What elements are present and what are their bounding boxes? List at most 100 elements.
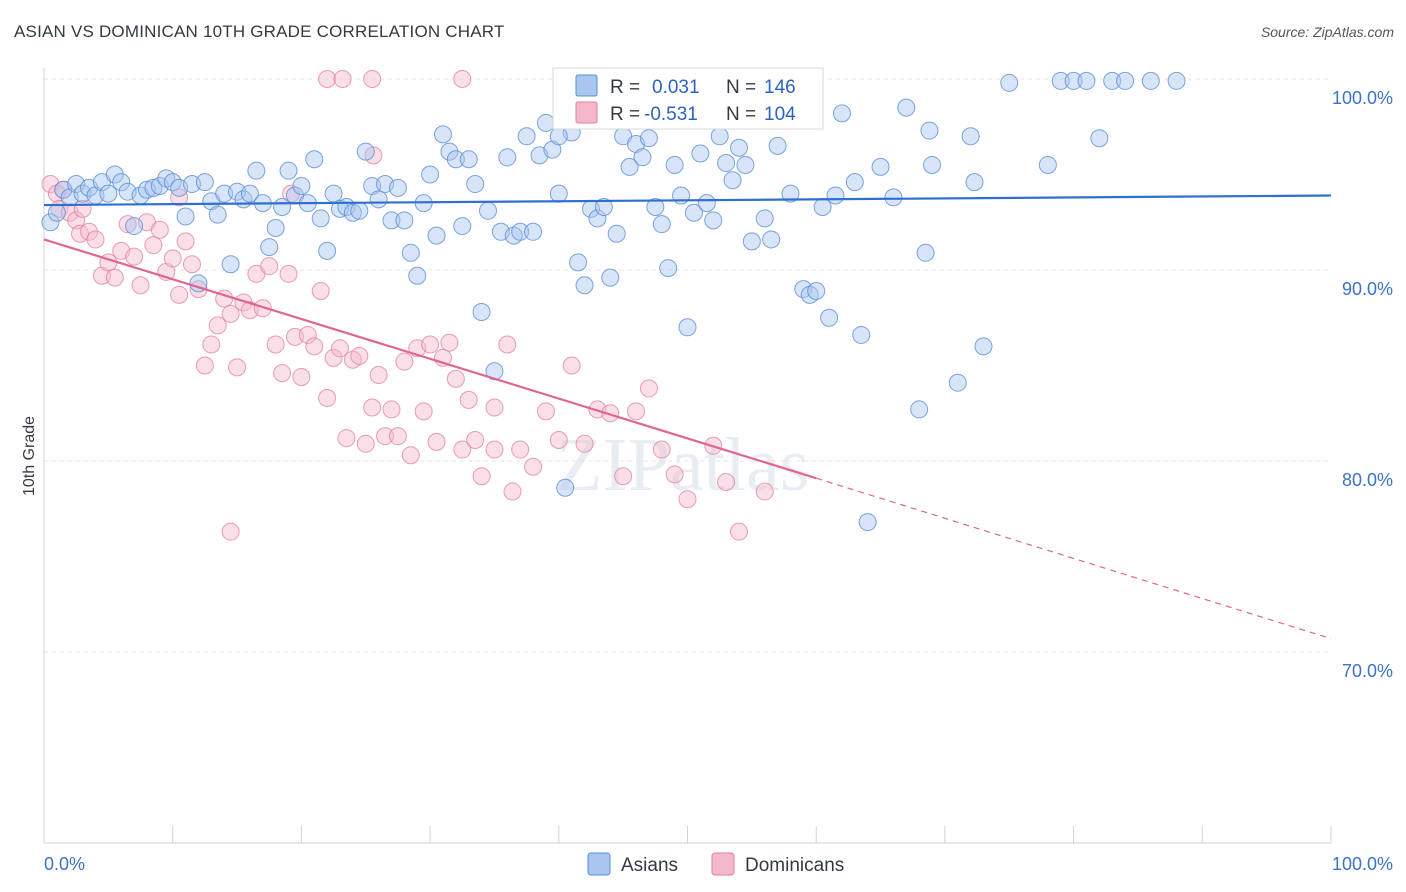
asian-point bbox=[762, 230, 781, 249]
asian-point bbox=[923, 155, 942, 174]
dominican-point bbox=[755, 482, 774, 501]
dominican-point bbox=[305, 337, 324, 356]
dominican-point bbox=[176, 232, 195, 251]
dominican-point bbox=[183, 255, 202, 274]
dominican-point bbox=[86, 230, 105, 249]
asian-point bbox=[356, 142, 375, 161]
asian-point bbox=[897, 98, 916, 117]
asian-trend-line bbox=[43, 194, 1332, 207]
dominican-point bbox=[369, 366, 388, 385]
asian-point bbox=[948, 373, 967, 392]
x-tick-label-max: 100.0% bbox=[1332, 854, 1393, 874]
asian-point bbox=[697, 194, 716, 213]
dominican-point bbox=[401, 446, 420, 465]
asian-point bbox=[1141, 71, 1160, 90]
dominican-point bbox=[421, 335, 440, 354]
dominican-point bbox=[536, 402, 555, 421]
asian-point bbox=[1077, 71, 1096, 90]
x-tick-label-min: 0.0% bbox=[44, 854, 85, 874]
dominican-point bbox=[446, 369, 465, 388]
dominican-point bbox=[311, 282, 330, 301]
asian-point bbox=[871, 157, 890, 176]
dominican-point bbox=[260, 257, 279, 276]
dominican-point bbox=[363, 70, 382, 88]
asian-point bbox=[601, 268, 620, 287]
dominican-point bbox=[652, 440, 671, 459]
asian-point bbox=[723, 171, 742, 190]
source-label: Source: ZipAtlas.com bbox=[1260, 24, 1394, 40]
asian-point bbox=[125, 217, 144, 236]
asian-point bbox=[742, 232, 761, 251]
dominican-point bbox=[80, 222, 99, 241]
asian-point bbox=[247, 161, 266, 180]
dominican-point bbox=[414, 402, 433, 421]
x-ticks bbox=[43, 826, 1332, 843]
dominican-n-label: N = bbox=[726, 104, 756, 125]
asian-point bbox=[408, 266, 427, 285]
asian-point bbox=[382, 211, 401, 230]
asian-point bbox=[691, 144, 710, 163]
dominican-point bbox=[729, 522, 748, 541]
asian-point bbox=[920, 121, 939, 140]
dominican-point bbox=[273, 364, 292, 383]
dominican-point bbox=[614, 467, 633, 486]
y-tick-label: 70.0% bbox=[1342, 661, 1393, 681]
asian-point bbox=[607, 224, 626, 243]
dominican-point bbox=[717, 473, 736, 492]
dominican-point bbox=[459, 390, 478, 409]
dominican-point bbox=[466, 430, 485, 449]
dominican-point bbox=[678, 490, 697, 509]
asian-point bbox=[472, 303, 491, 322]
asian-point bbox=[433, 125, 452, 144]
asian-point bbox=[524, 222, 543, 241]
dominican-point bbox=[498, 335, 517, 354]
asian-point bbox=[768, 136, 787, 155]
dominican-point bbox=[131, 276, 150, 295]
asian-point bbox=[1000, 73, 1019, 92]
dominican-point bbox=[67, 211, 86, 230]
dominican-point bbox=[472, 467, 491, 486]
asian-point bbox=[112, 173, 131, 192]
asian-point bbox=[479, 201, 498, 220]
asian-point bbox=[659, 259, 678, 278]
asian-point bbox=[569, 253, 588, 272]
asian-point bbox=[826, 186, 845, 205]
dominican-point bbox=[363, 398, 382, 417]
dominican-point bbox=[221, 522, 240, 541]
dominican-point bbox=[331, 339, 350, 358]
asian-point bbox=[266, 218, 285, 237]
dominican-point bbox=[485, 398, 504, 417]
asian-point bbox=[717, 154, 736, 173]
dominican-point bbox=[170, 285, 189, 304]
asian-point bbox=[369, 190, 388, 209]
asian-point bbox=[498, 148, 517, 167]
asian-point bbox=[440, 142, 459, 161]
dominican-point bbox=[549, 430, 568, 449]
dominican-point bbox=[376, 427, 395, 446]
asian-point bbox=[961, 127, 980, 146]
asian-point bbox=[466, 175, 485, 194]
dominican-point bbox=[318, 388, 337, 407]
dominican-point bbox=[511, 440, 530, 459]
asian-point bbox=[517, 127, 536, 146]
dominican-point bbox=[279, 264, 298, 283]
dominican-point bbox=[337, 429, 356, 448]
asian-point bbox=[620, 157, 639, 176]
dominican-point bbox=[440, 333, 459, 352]
dominican-r-label: R = bbox=[610, 104, 640, 125]
dominican-point bbox=[639, 379, 658, 398]
asian-point bbox=[820, 308, 839, 327]
dominican-trend-extension bbox=[816, 477, 1332, 640]
asian-point bbox=[594, 197, 613, 216]
asian-point bbox=[395, 211, 414, 230]
asian-point bbox=[453, 217, 472, 236]
y-axis-label: 10th Grade bbox=[21, 416, 38, 496]
asian-point bbox=[421, 165, 440, 184]
asian-r-label: R = bbox=[610, 77, 640, 98]
asian-point bbox=[318, 241, 337, 260]
y-tick-labels: 70.0% 80.0% 90.0% 100.0% bbox=[1332, 88, 1393, 681]
asian-point bbox=[1167, 71, 1186, 90]
dominican-point bbox=[324, 348, 343, 367]
asian-point bbox=[965, 173, 984, 192]
dominican-point bbox=[575, 434, 594, 453]
